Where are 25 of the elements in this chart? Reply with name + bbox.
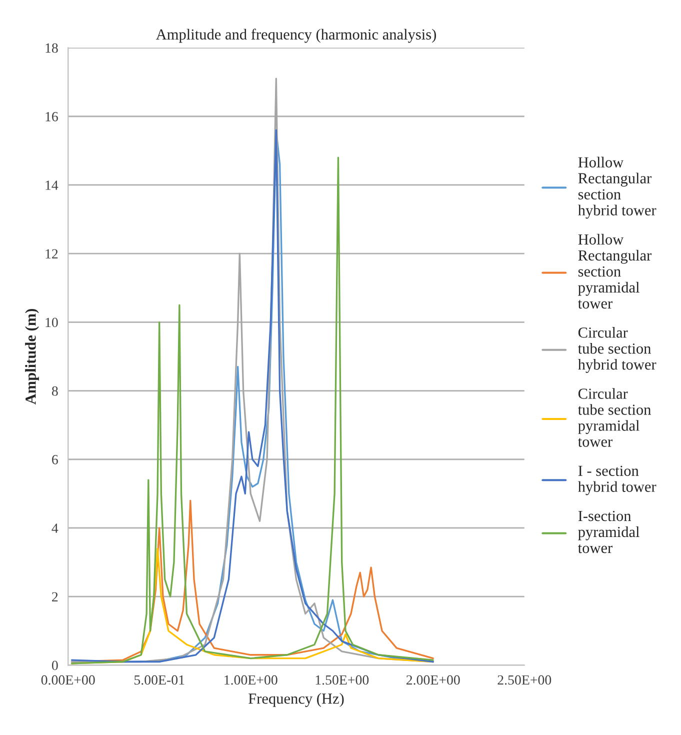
y-tick-label: 0 — [52, 660, 58, 670]
legend-label: Circular tube section pyramidal tower — [578, 388, 651, 447]
y-tick-label: 18 — [46, 43, 58, 53]
x-tick-label: 5.00E-01 — [134, 675, 184, 685]
y-tick-label: 8 — [52, 386, 58, 396]
y-tick-label: 12 — [46, 249, 58, 258]
y-tick-label: 6 — [52, 454, 58, 464]
legend-label: I-section pyramidal tower — [578, 510, 640, 554]
x-tick-label: 2.00E+00 — [406, 675, 460, 685]
x-tick-label: 2.50E+00 — [498, 675, 552, 685]
chart-title: Amplitude and frequency (harmonic analysis) — [156, 28, 436, 43]
legend-label: Hollow Rectangular section pyramidal tower — [578, 234, 652, 309]
y-tick-label: 4 — [52, 524, 58, 533]
x-axis-title: Frequency (Hz) — [248, 693, 344, 707]
x-tick-label: 1.00E+00 — [224, 675, 278, 685]
x-tick-label: 1.50E+00 — [316, 675, 369, 685]
x-tick-label: 0.00E+00 — [41, 675, 95, 685]
y-tick-label: 14 — [46, 180, 58, 190]
legend-label: I - section hybrid tower — [578, 466, 656, 496]
legend-label: Hollow Rectangular section hybrid tower — [578, 156, 656, 219]
y-tick-label: 2 — [52, 592, 58, 602]
y-tick-label: 16 — [46, 112, 58, 122]
legend-label: Circular tube section hybrid tower — [578, 326, 656, 373]
y-axis-title: Amplitude (m) — [25, 308, 39, 404]
y-tick-label: 10 — [46, 318, 58, 328]
